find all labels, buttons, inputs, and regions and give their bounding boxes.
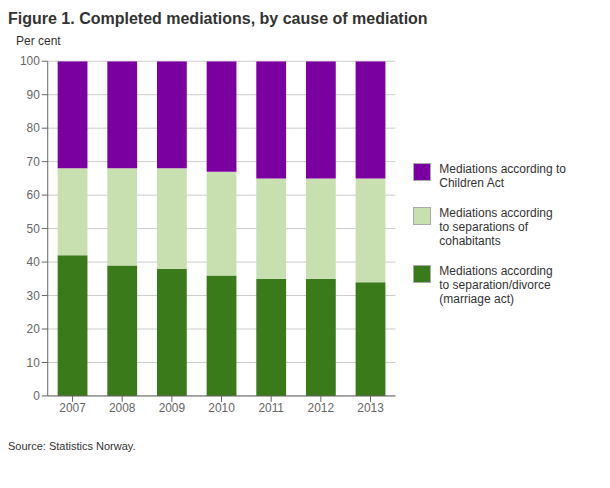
html-text:Mediations according: Mediations according: [439, 206, 553, 220]
svg-text:20: 20: [27, 322, 41, 336]
svg-text:2007: 2007: [59, 401, 86, 415]
html-text:to separation/divorce: to separation/divorce: [439, 278, 551, 292]
svg-text:2010: 2010: [208, 401, 235, 415]
html-text:to separations of: to separations of: [439, 220, 528, 234]
html-text:Mediations according: Mediations according: [439, 264, 553, 278]
svg-text:80: 80: [27, 121, 41, 135]
svg-text:2009: 2009: [159, 401, 186, 415]
html-text:Source: Statistics Norway.: Source: Statistics Norway.: [8, 440, 136, 452]
svg-text:30: 30: [27, 289, 41, 303]
svg-text:2008: 2008: [109, 401, 136, 415]
svg-text:70: 70: [27, 155, 41, 169]
svg-text:10: 10: [27, 356, 41, 370]
svg-text:2013: 2013: [357, 401, 384, 415]
svg-text:40: 40: [27, 255, 41, 269]
html-text:(marriage act): (marriage act): [439, 292, 514, 306]
svg-text:60: 60: [27, 188, 41, 202]
html-text:Mediations according to: Mediations according to: [439, 162, 566, 176]
svg-text:100: 100: [20, 54, 40, 68]
html-text:Children Act: Children Act: [439, 176, 504, 190]
html-text:cohabitants: cohabitants: [439, 234, 501, 248]
svg-text:50: 50: [27, 222, 41, 236]
svg-text:0: 0: [33, 389, 40, 403]
svg-text:2011: 2011: [258, 401, 284, 415]
svg-text:90: 90: [27, 88, 41, 102]
svg-text:2012: 2012: [308, 401, 335, 415]
html-text:Per cent: Per cent: [16, 34, 61, 48]
html-text:Figure 1. Completed mediations: Figure 1. Completed mediations, by cause…: [8, 10, 428, 27]
